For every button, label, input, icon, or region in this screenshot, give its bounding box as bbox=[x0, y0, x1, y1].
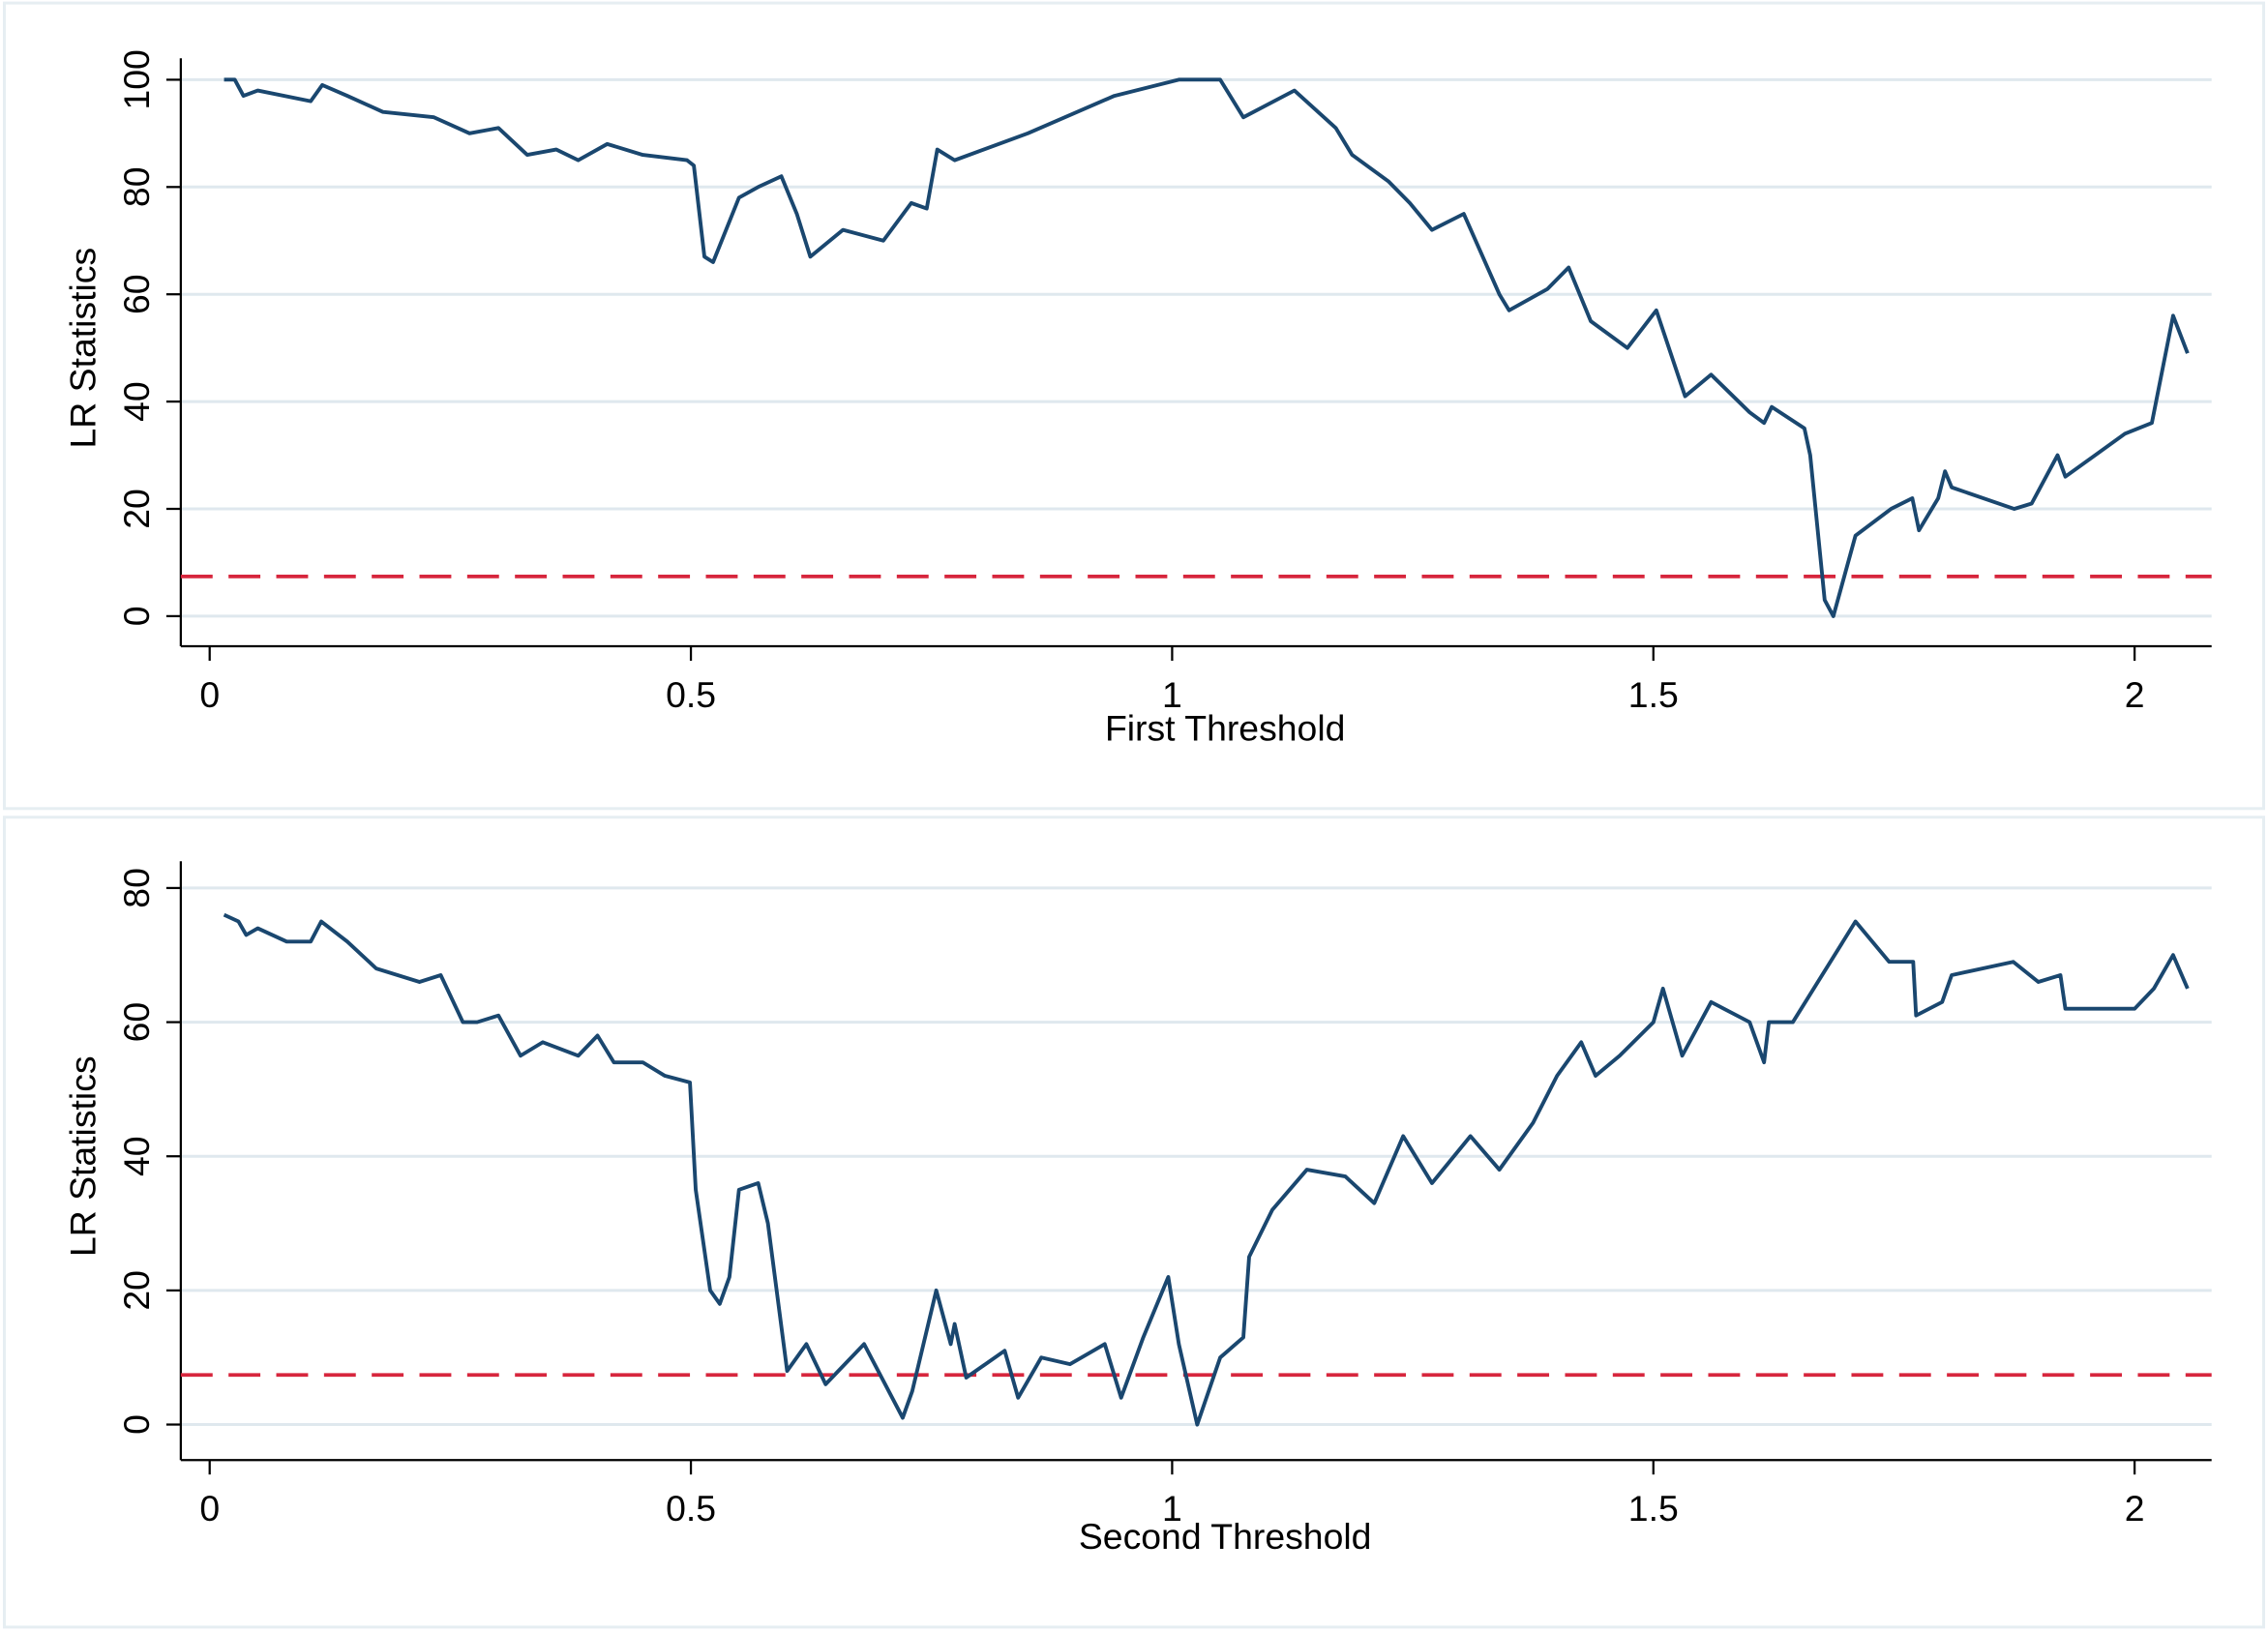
y-tick-label: 60 bbox=[116, 1002, 157, 1043]
x-axis-title: Second Threshold bbox=[1079, 1516, 1372, 1557]
y-tick-label: 80 bbox=[116, 868, 157, 908]
x-tick-label: 0 bbox=[199, 1488, 220, 1529]
y-tick-label: 20 bbox=[116, 489, 157, 529]
panel-frame bbox=[2, 816, 2266, 1629]
x-tick-label: 0.5 bbox=[666, 1488, 716, 1529]
x-tick-label: 2 bbox=[2125, 674, 2145, 715]
x-tick-label: 1 bbox=[1162, 1488, 1182, 1529]
y-tick-label: 0 bbox=[116, 607, 157, 627]
y-tick-label: 60 bbox=[116, 274, 157, 314]
panel-frame bbox=[2, 1, 2266, 811]
x-tick-label: 1 bbox=[1162, 674, 1182, 715]
x-axis-title: First Threshold bbox=[1105, 708, 1345, 749]
y-tick-label: 20 bbox=[116, 1270, 157, 1311]
x-tick-label: 2 bbox=[2125, 1488, 2145, 1529]
y-axis-title: LR Statistics bbox=[63, 248, 104, 449]
x-tick-label: 0 bbox=[199, 674, 220, 715]
y-axis-title: LR Statistics bbox=[63, 1055, 104, 1257]
x-tick-label: 1.5 bbox=[1628, 674, 1679, 715]
x-tick-label: 0.5 bbox=[666, 674, 716, 715]
data-line bbox=[223, 912, 2190, 1427]
y-tick-label: 0 bbox=[116, 1414, 157, 1435]
y-tick-label: 40 bbox=[116, 1136, 157, 1176]
y-tick-label: 80 bbox=[116, 167, 157, 208]
y-tick-label: 100 bbox=[116, 49, 157, 109]
x-tick-label: 1.5 bbox=[1628, 1488, 1679, 1529]
data-line bbox=[224, 77, 2190, 618]
y-tick-label: 40 bbox=[116, 381, 157, 422]
